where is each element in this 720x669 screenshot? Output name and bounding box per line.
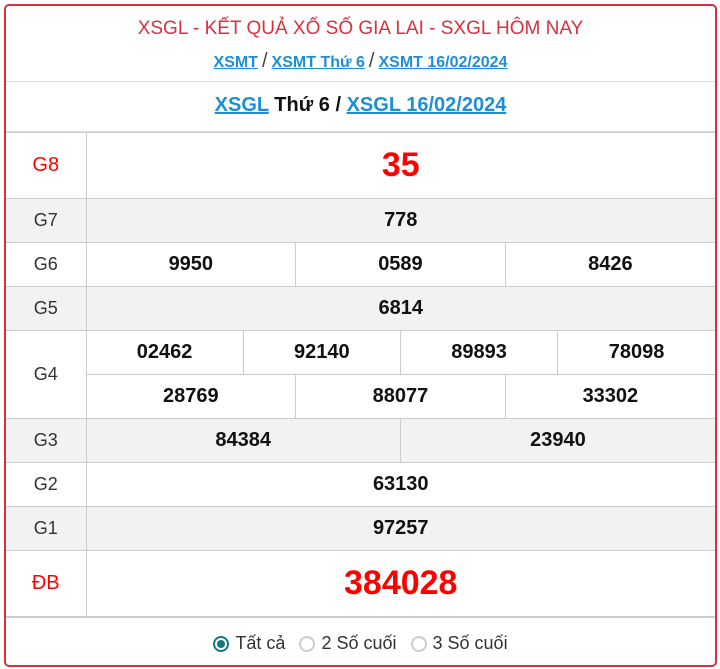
special-prize-number: 384028	[85, 550, 715, 617]
breadcrumb-xsmt-date[interactable]: XSMT 16/02/2024	[378, 54, 508, 71]
prize-label: G6	[6, 242, 87, 287]
prize-number: 23940	[399, 418, 715, 463]
prize-label: G1	[6, 506, 87, 551]
row-g1: G1 97257	[6, 506, 715, 551]
header: XSGL - KẾT QUẢ XỔ SỐ GIA LAI - SXGL HÔM …	[6, 6, 715, 82]
xsgl-link[interactable]: XSGL	[214, 94, 269, 116]
prize-number: 33302	[504, 374, 715, 419]
row-g4b: 28769 88077 33302	[6, 374, 715, 419]
prize-label: G4	[6, 330, 87, 419]
row-g3: G3 84384 23940	[6, 418, 715, 463]
filter-2-digits[interactable]: 2 Số cuối	[299, 633, 397, 654]
prize-number: 778	[85, 198, 715, 243]
prize-number: 63130	[85, 462, 715, 507]
prize-label: ĐB	[6, 550, 87, 617]
radio-checked-icon[interactable]	[213, 635, 230, 652]
prize-number: 8426	[504, 242, 715, 287]
digit-filter: Tất cả 2 Số cuối 3 Số cuối	[6, 617, 715, 665]
prize-number: 89893	[399, 330, 559, 375]
prize-label: G7	[6, 198, 87, 243]
prize-label: G8	[6, 132, 87, 199]
filter-all[interactable]: Tất cả	[213, 633, 285, 654]
prize-number: 02462	[85, 330, 244, 375]
weekday: Thứ 6	[274, 94, 330, 116]
xsgl-date-link[interactable]: XSGL 16/02/2024	[346, 94, 507, 116]
prize-label: G5	[6, 286, 87, 331]
prize-number: 88077	[295, 374, 506, 419]
breadcrumb: XSMT / XSMT Thứ 6/XSMT 16/02/2024	[6, 50, 715, 73]
prize-number: 35	[85, 132, 715, 199]
separator: /	[261, 50, 268, 72]
radio-icon[interactable]	[299, 635, 316, 652]
prize-number: 97257	[85, 506, 715, 551]
separator: /	[368, 50, 375, 72]
row-g7: G7 778	[6, 198, 715, 243]
row-g6: G6 9950 0589 8426	[6, 242, 715, 287]
separator: /	[335, 94, 342, 116]
row-g4: G4 02462 92140 89893 78098	[6, 330, 715, 419]
results-table: G8 35 G7 778 G6 9950 0589 8426 G5 6814 G4 02462…	[6, 132, 715, 617]
prize-number: 92140	[242, 330, 401, 375]
filter-3-digits[interactable]: 3 Số cuối	[410, 633, 508, 654]
row-g2: G2 63130	[6, 462, 715, 507]
row-db: ĐB 384028	[6, 550, 715, 617]
prize-number: 9950	[85, 242, 297, 287]
results-card: XSGL - KẾT QUẢ XỔ SỐ GIA LAI - SXGL HÔM …	[4, 4, 717, 667]
option-label: Tất cả	[235, 633, 286, 653]
option-label: 3 Số cuối	[432, 633, 508, 653]
radio-icon[interactable]	[410, 635, 427, 652]
breadcrumb-xsmt[interactable]: XSMT	[213, 54, 258, 71]
option-label: 2 Số cuối	[321, 633, 397, 653]
prize-number: 6814	[85, 286, 715, 331]
breadcrumb-xsmt-thu6[interactable]: XSMT Thứ 6	[271, 54, 365, 71]
page-title: XSGL - KẾT QUẢ XỔ SỐ GIA LAI - SXGL HÔM …	[137, 18, 584, 39]
prize-label: G2	[6, 462, 87, 507]
subtitle: XSGL Thứ 6 / XSGL 16/02/2024	[6, 82, 715, 132]
prize-number: 28769	[85, 374, 297, 419]
prize-number: 84384	[85, 418, 401, 463]
prize-number: 0589	[295, 242, 506, 287]
row-g8: G8 35	[6, 132, 715, 199]
row-g5: G5 6814	[6, 286, 715, 331]
prize-label: G3	[6, 418, 87, 463]
prize-number: 78098	[557, 330, 715, 375]
